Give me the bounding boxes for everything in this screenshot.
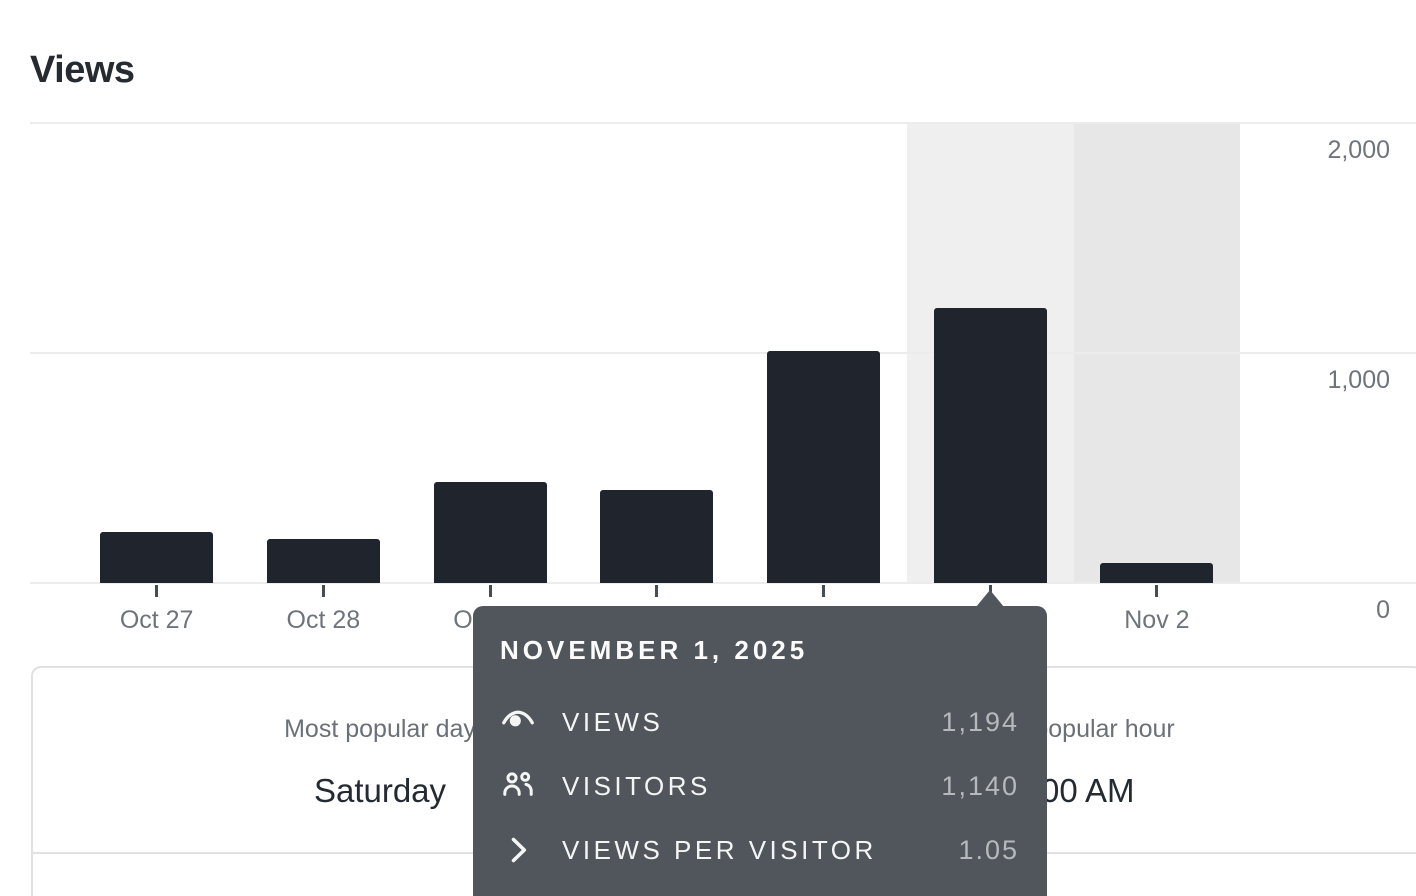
- chevron-right-icon: [500, 832, 536, 868]
- gridline-1000: [30, 352, 1416, 354]
- bar-nov-1[interactable]: [933, 308, 1047, 583]
- x-axis-label-oct-27: Oct 27: [119, 606, 194, 634]
- page-title: Views: [30, 49, 135, 91]
- x-axis-tick-oct-29: [488, 585, 492, 597]
- most-popular-day: Most popular day Saturday: [33, 668, 727, 852]
- people-icon: [500, 768, 536, 804]
- tooltip-metric-value: 1,140: [941, 770, 1019, 801]
- chart-tooltip: NOVEMBER 1, 2025 VIEWS 1,194 VISITORS 1,140…: [473, 590, 1047, 896]
- tooltip-row-views: VIEWS 1,194: [500, 690, 1019, 754]
- x-axis-tick-oct-31: [821, 585, 825, 597]
- x-axis-label-oct-28: Oct 28: [286, 606, 361, 634]
- bar-oct-28[interactable]: [266, 539, 380, 583]
- gridline-2000: [30, 122, 1416, 124]
- bar-oct-30[interactable]: [600, 489, 714, 583]
- x-axis-tick-oct-30: [655, 585, 659, 597]
- x-axis-tick-oct-28: [321, 585, 325, 597]
- bar-oct-31[interactable]: [766, 350, 880, 583]
- bar-oct-29[interactable]: [433, 481, 547, 583]
- gridline-0: [30, 582, 1416, 584]
- most-popular-day-value: Saturday: [313, 772, 447, 809]
- y-axis-label-1000: 1,000: [1327, 366, 1390, 394]
- most-popular-day-label: Most popular day: [284, 715, 476, 743]
- tooltip-metric-label: VIEWS PER VISITOR: [562, 834, 877, 865]
- x-axis-tick-oct-27: [155, 585, 159, 597]
- tooltip-metric-label: VISITORS: [562, 770, 711, 801]
- x-axis-label-nov-2: Nov 2: [1124, 606, 1190, 634]
- tooltip-metric-value: 1,194: [941, 706, 1019, 737]
- x-axis-tick-nov-2: [1155, 585, 1159, 597]
- y-axis-label-0: 0: [1376, 596, 1390, 624]
- bar-nov-2[interactable]: [1100, 563, 1214, 583]
- eye-icon: [500, 704, 536, 740]
- tooltip-row-views-per-visitor: VIEWS PER VISITOR 1.05: [500, 818, 1019, 882]
- tooltip-arrow: [976, 590, 1004, 607]
- tooltip-row-visitors: VISITORS 1,140: [500, 754, 1019, 818]
- y-axis-label-2000: 2,000: [1327, 136, 1390, 164]
- bar-oct-27[interactable]: [100, 532, 214, 583]
- tooltip-metric-value: 1.05: [958, 834, 1019, 865]
- tooltip-date: NOVEMBER 1, 2025: [500, 635, 809, 665]
- tooltip-metric-label: VIEWS: [562, 706, 664, 737]
